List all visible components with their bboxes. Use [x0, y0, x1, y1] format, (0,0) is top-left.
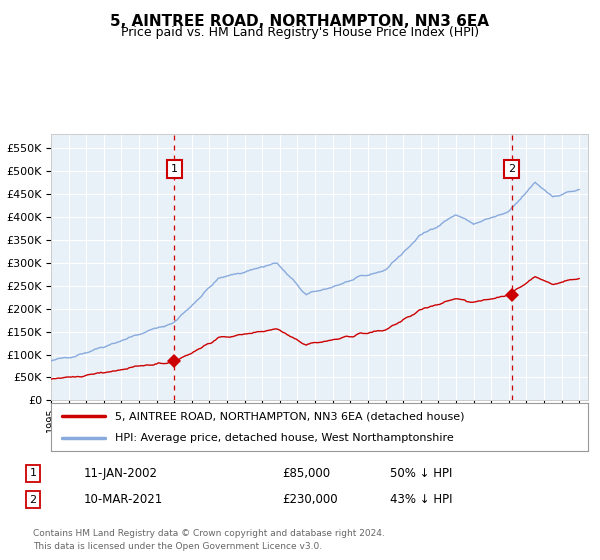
Text: 2: 2: [29, 494, 37, 505]
Text: £230,000: £230,000: [282, 493, 338, 506]
Text: 1: 1: [171, 164, 178, 174]
Text: 50% ↓ HPI: 50% ↓ HPI: [390, 466, 452, 480]
Text: Price paid vs. HM Land Registry's House Price Index (HPI): Price paid vs. HM Land Registry's House …: [121, 26, 479, 39]
Text: 5, AINTREE ROAD, NORTHAMPTON, NN3 6EA: 5, AINTREE ROAD, NORTHAMPTON, NN3 6EA: [110, 14, 490, 29]
Text: 5, AINTREE ROAD, NORTHAMPTON, NN3 6EA (detached house): 5, AINTREE ROAD, NORTHAMPTON, NN3 6EA (d…: [115, 411, 465, 421]
Text: 43% ↓ HPI: 43% ↓ HPI: [390, 493, 452, 506]
Text: 2: 2: [508, 164, 515, 174]
Text: HPI: Average price, detached house, West Northamptonshire: HPI: Average price, detached house, West…: [115, 433, 454, 443]
Text: Contains HM Land Registry data © Crown copyright and database right 2024.: Contains HM Land Registry data © Crown c…: [33, 529, 385, 538]
Text: This data is licensed under the Open Government Licence v3.0.: This data is licensed under the Open Gov…: [33, 542, 322, 551]
Text: 11-JAN-2002: 11-JAN-2002: [84, 466, 158, 480]
Text: 10-MAR-2021: 10-MAR-2021: [84, 493, 163, 506]
Text: 1: 1: [29, 468, 37, 478]
Text: £85,000: £85,000: [282, 466, 330, 480]
